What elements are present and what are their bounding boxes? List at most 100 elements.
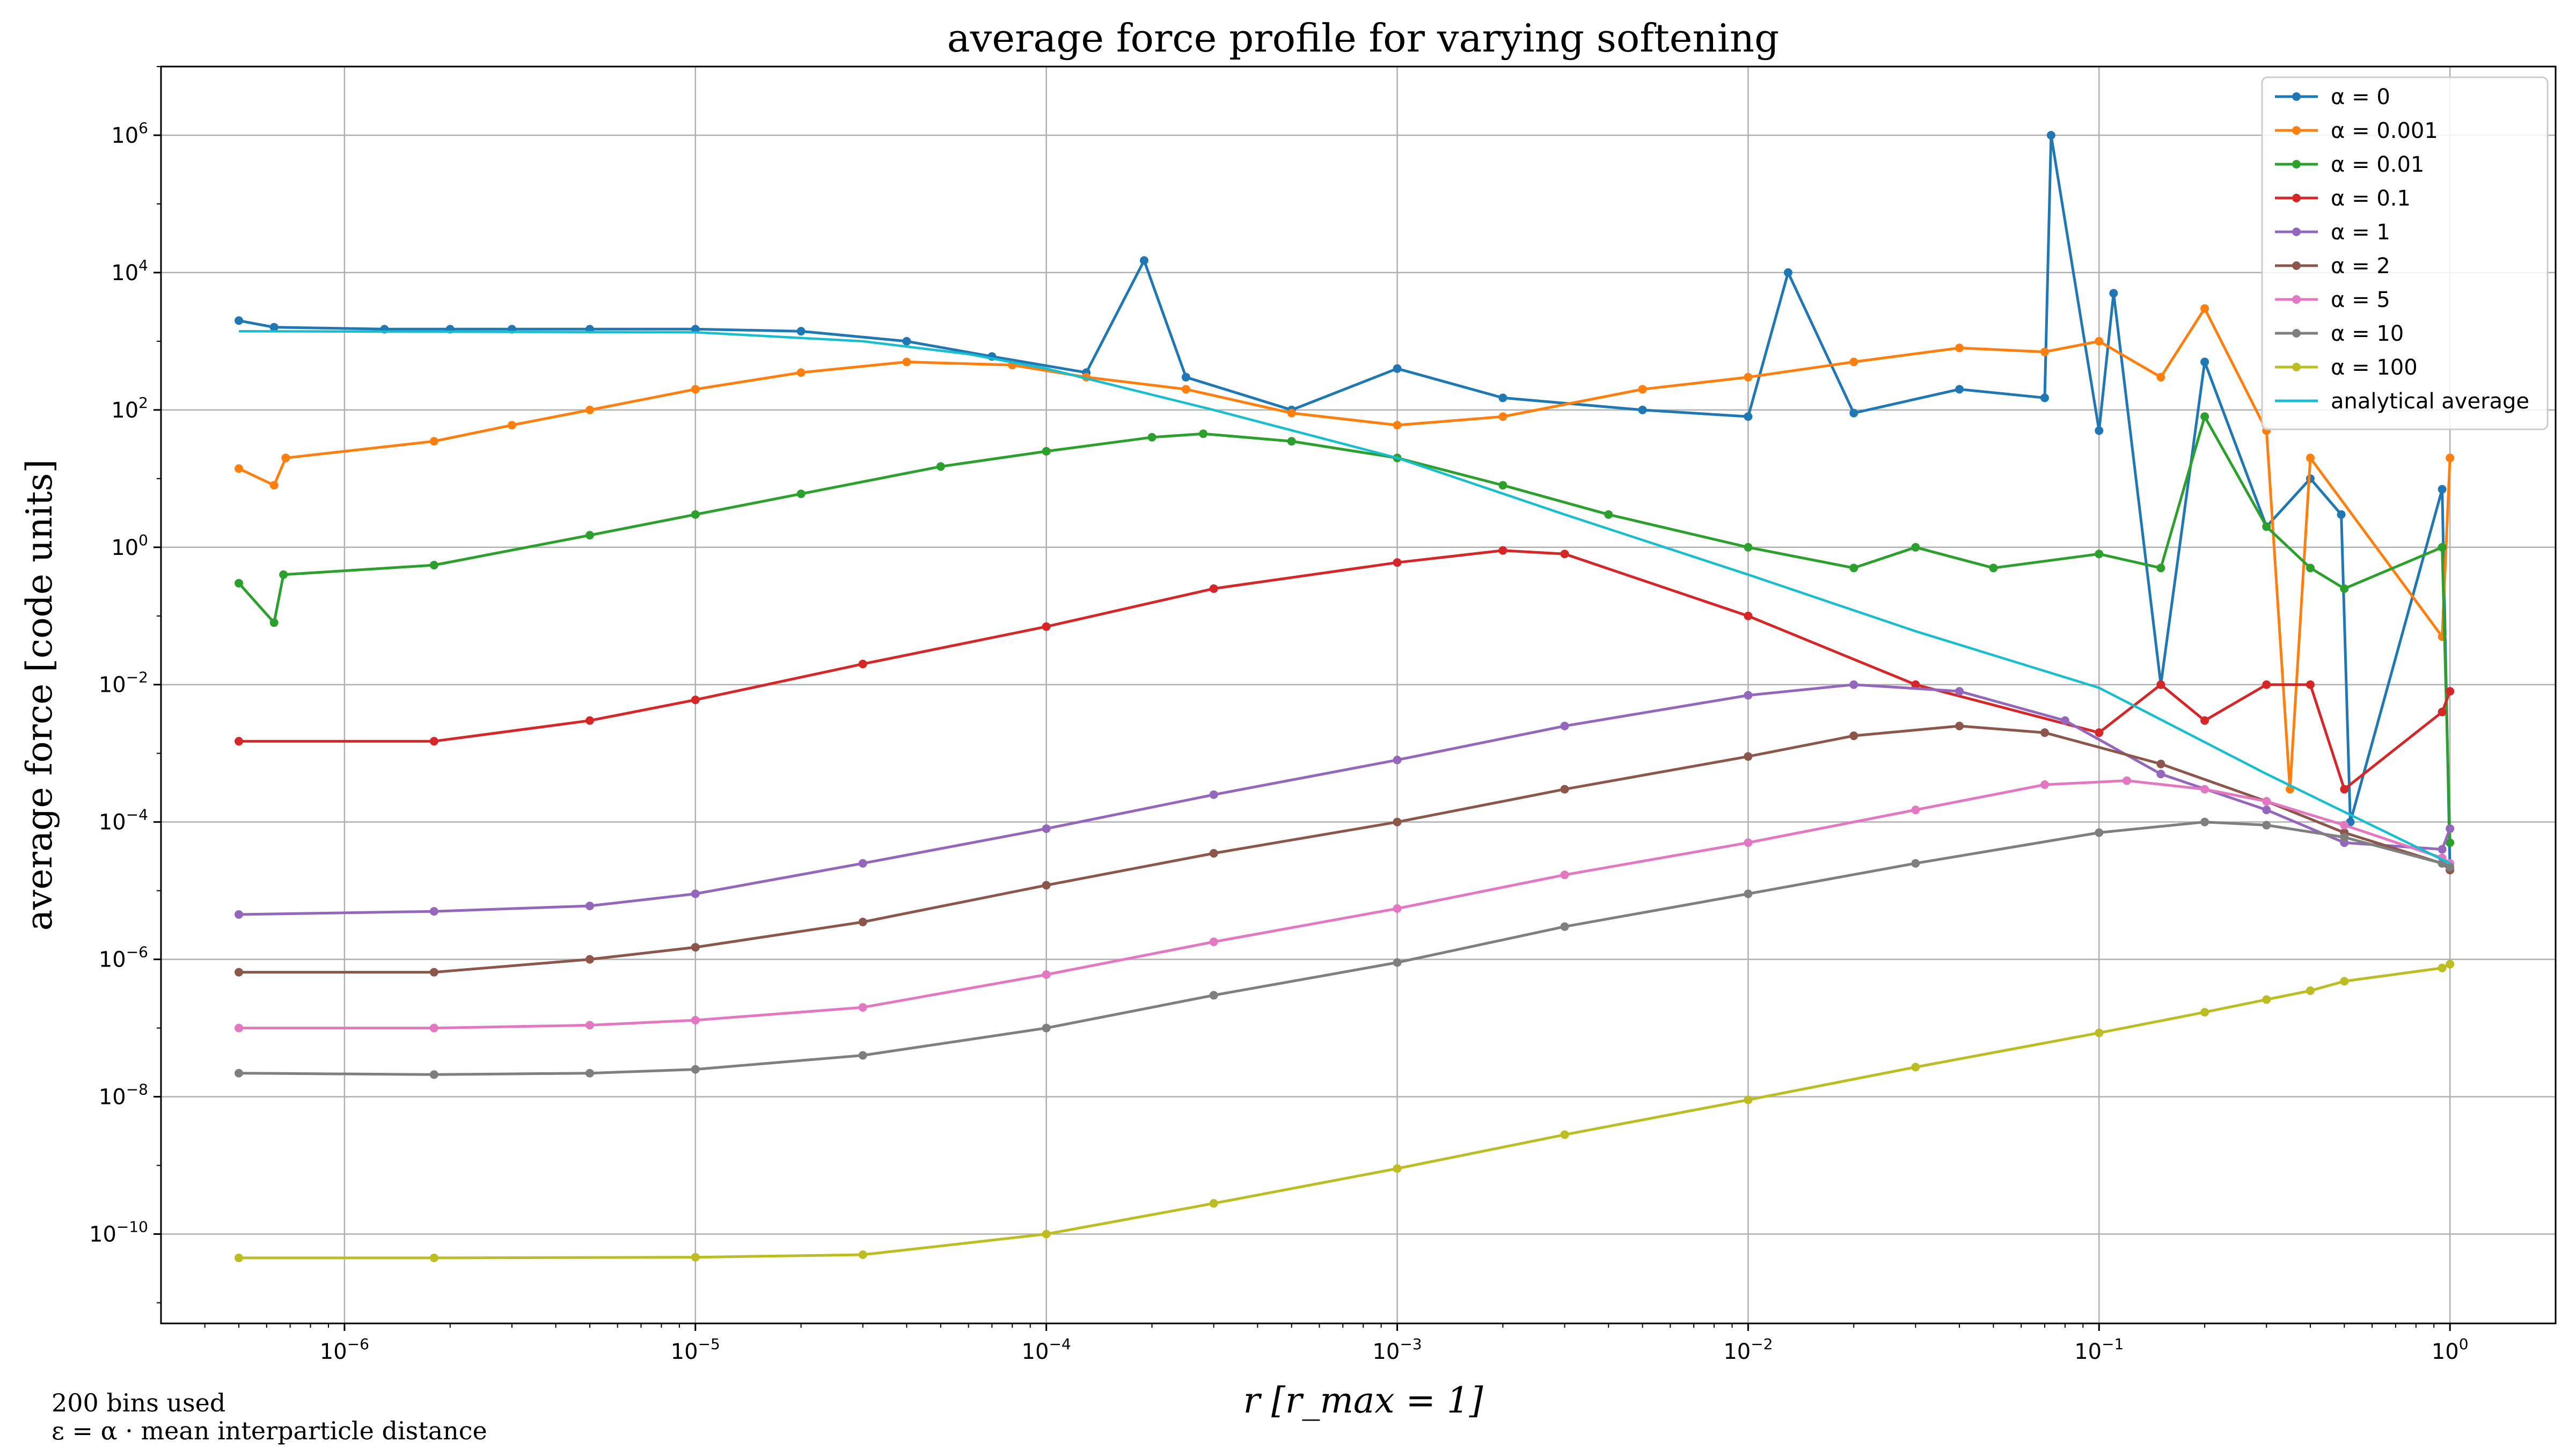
data-point	[429, 737, 438, 746]
data-point	[2040, 780, 2049, 789]
data-point	[1393, 1164, 1402, 1173]
data-point	[1042, 970, 1051, 979]
series-line	[239, 683, 2451, 916]
data-point	[1849, 564, 1858, 573]
data-point	[1147, 433, 1157, 442]
data-point	[1393, 364, 1402, 373]
data-point	[796, 489, 806, 499]
x-tick-label: 10−1	[2074, 1335, 2124, 1364]
data-point	[2095, 426, 2104, 435]
data-point	[585, 1021, 594, 1030]
data-point	[2156, 759, 2165, 769]
chart-title: average force profile for varying soften…	[947, 16, 1780, 61]
data-point	[1042, 1230, 1051, 1239]
data-point	[858, 1003, 867, 1012]
data-point	[2156, 770, 2165, 779]
legend-entry-label: α = 100	[2331, 355, 2418, 380]
series-3	[235, 546, 2455, 794]
data-point	[2446, 824, 2455, 833]
data-point	[269, 618, 279, 627]
note-epsilon: ε = α · mean interparticle distance	[52, 1416, 487, 1445]
y-tick-label: 106	[111, 119, 148, 148]
data-point	[1042, 1023, 1051, 1033]
x-tick-label: 10−2	[1723, 1335, 1773, 1364]
data-point	[1911, 859, 1920, 868]
y-tick-label: 10−6	[99, 943, 148, 972]
data-point	[1042, 447, 1051, 456]
data-point	[1744, 838, 1753, 847]
data-point	[2046, 130, 2055, 140]
data-point	[858, 859, 867, 868]
y-tick-label: 10−8	[99, 1081, 148, 1110]
data-point	[1393, 904, 1402, 913]
data-point	[902, 336, 911, 346]
series-line	[239, 549, 2451, 791]
data-point	[429, 561, 438, 570]
legend-swatch-marker	[2292, 194, 2301, 202]
data-point	[858, 660, 867, 669]
tick-layer: 10−6 10−5 10−4 10−3 10−2 10−1 100 10−10 10−8 10−6…	[89, 66, 2469, 1364]
series-1	[235, 304, 2455, 794]
data-point	[235, 1069, 244, 1078]
data-point	[2438, 707, 2447, 716]
data-point	[1209, 584, 1218, 593]
data-point	[2262, 821, 2271, 830]
legend-entry-label: α = 0.1	[2331, 186, 2411, 211]
data-point	[902, 357, 911, 367]
data-point	[1209, 991, 1218, 1000]
series-4	[235, 680, 2455, 919]
data-point	[429, 1253, 438, 1262]
data-point	[1638, 405, 1647, 414]
legend: α = 0 α = 0.001 α = 0.01 α = 0.1 α = 1 α = 2 α…	[2261, 76, 2549, 430]
data-point	[691, 889, 700, 898]
data-point	[1042, 622, 1051, 631]
data-point	[1911, 680, 1920, 689]
legend-entry-label: analytical average	[2331, 389, 2529, 414]
data-point	[1287, 437, 1296, 446]
data-point	[1911, 1063, 1920, 1072]
data-point	[585, 716, 594, 725]
data-point	[2109, 289, 2118, 298]
legend-entry-label: α = 1	[2331, 220, 2390, 245]
legend-swatch-marker	[2292, 92, 2301, 101]
data-point	[1911, 543, 1920, 552]
data-point	[1744, 412, 1753, 421]
data-point	[2200, 1008, 2209, 1017]
data-point	[2438, 963, 2447, 972]
data-point	[2040, 393, 2049, 402]
data-point	[1744, 752, 1753, 761]
data-point	[585, 1069, 594, 1078]
data-point	[2095, 336, 2104, 346]
data-point	[1849, 357, 1858, 367]
data-point	[2340, 833, 2349, 842]
legend-swatch-marker	[2292, 160, 2301, 169]
data-point	[429, 1070, 438, 1079]
data-point	[2340, 821, 2349, 830]
data-point	[1638, 385, 1647, 394]
data-point	[2438, 845, 2447, 854]
x-tick-label: 100	[2432, 1335, 2469, 1364]
data-point	[1181, 372, 1190, 382]
data-point	[1911, 806, 1920, 815]
data-point	[235, 316, 244, 325]
data-point	[2446, 960, 2455, 969]
plot-frame	[160, 65, 2557, 1324]
data-point	[2156, 680, 2165, 689]
data-point	[1209, 790, 1218, 799]
legend-swatch-marker	[2292, 228, 2301, 236]
x-tick-label: 10−3	[1372, 1335, 1422, 1364]
data-point	[1393, 558, 1402, 567]
data-point	[2340, 977, 2349, 986]
data-point	[235, 464, 244, 473]
y-axis-label: average force [code units]	[19, 459, 60, 931]
data-point	[2438, 485, 2447, 494]
series-layer	[235, 130, 2455, 1262]
data-point	[1560, 550, 1569, 559]
data-point	[1287, 408, 1296, 418]
x-tick-label: 10−6	[320, 1335, 369, 1364]
legend-swatch-marker	[2292, 261, 2301, 270]
data-point	[858, 1051, 867, 1060]
series-6	[235, 776, 2455, 1033]
